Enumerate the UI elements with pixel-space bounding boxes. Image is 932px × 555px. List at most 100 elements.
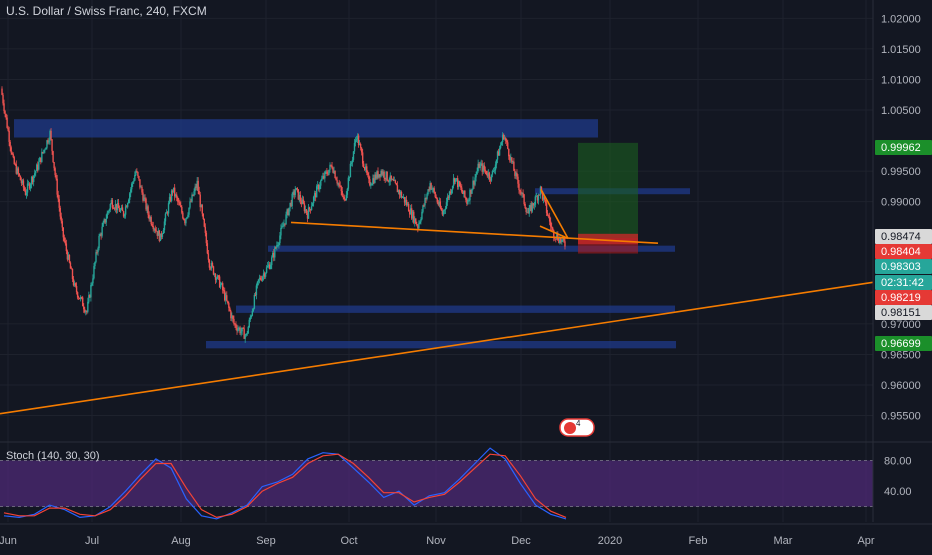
candle-body-up: [469, 189, 471, 201]
candle-body-down: [125, 206, 128, 208]
candle-body-down: [156, 231, 159, 236]
trend-lines[interactable]: [0, 189, 874, 415]
flag-icon: [564, 422, 576, 434]
candle-body-down: [408, 211, 411, 215]
long-position-tool[interactable]: [578, 142, 638, 254]
candle-body-down: [2, 94, 4, 104]
candle-body-up: [535, 196, 538, 198]
candle-body-down: [415, 218, 417, 224]
candle-body-up: [39, 157, 41, 162]
candle-body-down: [115, 204, 118, 211]
candle-body-up: [107, 211, 109, 213]
candle-body-up: [521, 192, 523, 194]
candle-body-up: [220, 283, 223, 285]
candle-body-down: [405, 199, 408, 206]
candle-body-down: [69, 262, 72, 269]
candle-body-up: [165, 212, 168, 214]
candle-body-up: [452, 178, 455, 186]
candle-body-down: [466, 199, 468, 204]
y-tick-label: 0.96000: [881, 380, 921, 392]
candle-body-down: [96, 252, 98, 253]
candle-body-up: [33, 173, 36, 176]
candle-body-up: [44, 149, 46, 151]
candle-body-up: [537, 194, 540, 201]
candle-body-down: [78, 297, 81, 300]
candle-body-up: [16, 168, 19, 174]
candle-body-down: [302, 199, 305, 204]
candle-body-up: [120, 207, 123, 210]
candle-body-up: [353, 142, 356, 152]
candle-body-down: [3, 103, 5, 112]
candle-body-up: [124, 206, 127, 215]
candle-body-up: [215, 278, 218, 280]
candle-body-down: [58, 199, 60, 208]
candle-body-up: [406, 203, 409, 206]
candle-body-down: [518, 183, 520, 191]
price-label-box: [875, 336, 932, 351]
candle-body-down: [224, 290, 226, 301]
candle-body-up: [311, 203, 314, 207]
candle-body-down: [72, 279, 75, 286]
candle-body-down: [52, 151, 54, 163]
candle-body-down: [461, 187, 463, 192]
candle-body-down: [136, 171, 138, 172]
candle-body-up: [391, 179, 394, 181]
candle-body-up: [421, 211, 423, 220]
candle-body-down: [293, 191, 295, 195]
y-tick-label: 1.01500: [881, 44, 921, 56]
candle-body-down: [113, 208, 116, 210]
candle-body-down: [151, 223, 153, 227]
candle-body-up: [444, 208, 447, 210]
candle-body-up: [454, 178, 457, 182]
candle-body-down: [218, 276, 221, 288]
candle-body-up: [196, 180, 198, 188]
event-badge[interactable]: 4: [559, 418, 595, 437]
candle-body-up: [174, 194, 177, 197]
candle-body-up: [374, 174, 376, 183]
y-tick-label: 0.97000: [881, 319, 921, 331]
candle-body-down: [254, 294, 257, 296]
candle-body-down: [483, 165, 485, 170]
candle-body-up: [487, 172, 490, 177]
candle-body-up: [244, 335, 246, 339]
candle-body-down: [236, 327, 238, 331]
candle-body-down: [230, 310, 232, 319]
candle-body-down: [51, 139, 53, 152]
candle-body-down: [395, 183, 398, 186]
candle-body-down: [381, 170, 383, 175]
candle-body-up: [451, 185, 454, 190]
candle-body-down: [65, 243, 68, 252]
candle-body-down: [339, 185, 341, 187]
time-axis[interactable]: Jun Jul Aug Sep Oct Nov Dec 2020 Feb Mar Apr: [0, 523, 932, 547]
candle-body-up: [132, 182, 134, 184]
candle-body-up: [479, 164, 481, 168]
candle-body-down: [398, 190, 401, 195]
candle-body-up: [295, 188, 297, 191]
candle-body-up: [219, 284, 222, 288]
price-label-box: [875, 244, 932, 259]
candle-body-up: [499, 145, 502, 149]
candle-body-up: [146, 206, 148, 210]
candle-body-down: [61, 221, 63, 228]
candle-body-down: [227, 300, 229, 304]
x-tick-label: Jun: [0, 535, 17, 547]
candle-body-down: [169, 197, 172, 201]
candle-body-up: [432, 188, 434, 190]
price-label-text: 0.99962: [881, 142, 921, 154]
candle-body-down: [413, 211, 415, 223]
stochastic-label: Stoch (140, 30, 30): [6, 450, 100, 462]
candle-body-up: [163, 221, 166, 231]
candle-body-up: [401, 197, 404, 198]
price-axis[interactable]: 1.02000 1.01500 1.01000 1.00500 0.99500 0.990…: [872, 0, 921, 522]
candle-body-up: [164, 213, 167, 222]
candle-body-up: [261, 276, 264, 281]
candle-body-down: [290, 202, 292, 207]
candle-body-up: [131, 183, 133, 190]
candle-body-up: [526, 211, 528, 213]
candle-body-down: [553, 230, 555, 238]
candle-body-down: [229, 307, 231, 311]
candle-body-down: [217, 275, 220, 277]
candle-body-up: [153, 228, 155, 230]
